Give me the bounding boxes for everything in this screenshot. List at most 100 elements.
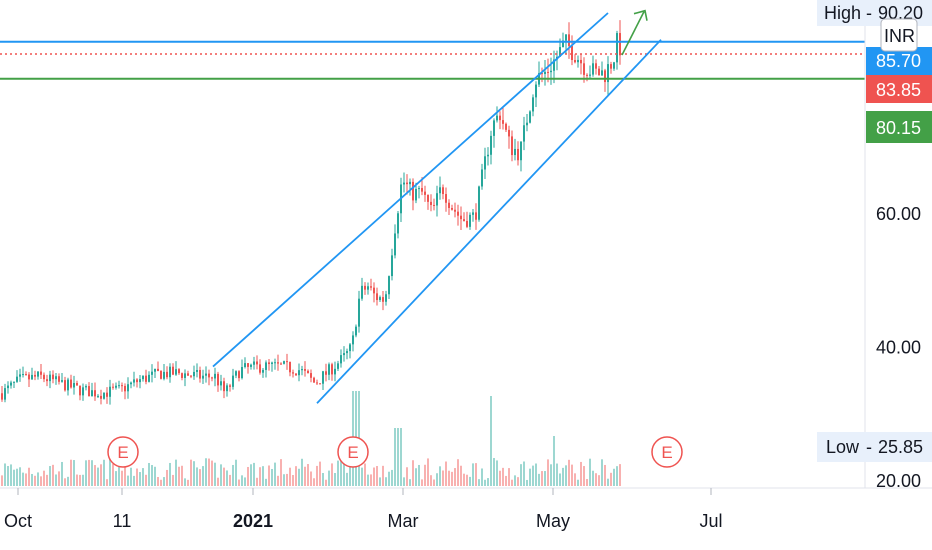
candle-body	[469, 214, 471, 227]
candle-body	[250, 364, 252, 367]
x-tick-label: Jul	[699, 511, 722, 531]
candle-body	[406, 182, 408, 185]
earnings-marker[interactable]	[337, 436, 369, 468]
earnings-marker[interactable]	[107, 436, 139, 468]
volume-bar	[325, 479, 327, 486]
candle-body	[202, 375, 204, 379]
candle-body	[340, 355, 342, 364]
candle-body	[103, 392, 105, 399]
candle-body	[229, 385, 231, 387]
volume-bar	[433, 479, 435, 486]
volume-bar	[79, 474, 81, 486]
candle-body	[259, 364, 261, 373]
volume-bar	[220, 464, 222, 486]
trend-arrow[interactable]	[621, 9, 648, 56]
volume-bar	[547, 459, 549, 486]
volume-bar	[289, 467, 291, 486]
x-tick-label: Oct	[4, 511, 32, 531]
currency-badge[interactable]: INR	[880, 18, 918, 52]
volume-bar	[457, 459, 459, 486]
volume-bar	[310, 471, 312, 486]
candle-body	[25, 374, 27, 376]
volume-bar	[139, 472, 141, 486]
volume-bar	[370, 474, 372, 486]
candle-body	[610, 64, 612, 69]
volume-bar	[181, 465, 183, 486]
candle-body	[433, 204, 435, 206]
volume-bar	[265, 478, 267, 486]
candle-body	[613, 62, 615, 69]
volume-bar	[505, 475, 507, 486]
price-axis[interactable]: 20.00 40.00 60.00	[864, 0, 921, 491]
volume-bar	[4, 463, 6, 486]
time-axis[interactable]: Oct 11 2021 Mar May Jul	[0, 487, 932, 531]
volume-bar	[76, 474, 78, 486]
candle-body	[499, 115, 501, 121]
earnings-marker[interactable]	[651, 436, 683, 468]
volume-bar	[613, 468, 615, 486]
volume-bar	[367, 474, 369, 486]
volume-bar	[466, 474, 468, 486]
candle-body	[43, 374, 45, 380]
volume-bar	[187, 479, 189, 486]
candle-body	[454, 209, 456, 212]
volume-bar	[277, 475, 279, 486]
candle-body	[109, 386, 111, 397]
volume-bar	[295, 466, 297, 486]
volume-bar	[127, 475, 129, 486]
volume-bar	[562, 467, 564, 486]
volume-bar	[475, 463, 477, 486]
candle-body	[574, 60, 576, 63]
candle-body	[262, 369, 264, 373]
candle-body	[1, 393, 3, 400]
candle-body	[307, 370, 309, 374]
volume-bar	[31, 473, 33, 486]
candle-body	[349, 344, 351, 352]
candle-body	[139, 379, 141, 383]
candle-body	[397, 213, 399, 234]
candle-body	[544, 71, 546, 75]
candle-body	[124, 385, 126, 392]
candle-body	[394, 233, 396, 256]
volume-bar	[337, 460, 339, 486]
candle-body	[472, 212, 474, 215]
candle-body	[517, 148, 519, 161]
volume-bar	[409, 479, 411, 486]
candle-body	[529, 111, 531, 123]
volume-bar	[109, 459, 111, 486]
volume-bar	[151, 465, 153, 486]
volume-bar	[487, 478, 489, 486]
candle-body	[97, 395, 99, 397]
channel-lower-line[interactable]	[316, 39, 662, 404]
current-price-badge: 83.85	[866, 75, 932, 103]
candle-body	[580, 59, 582, 64]
volume-bar	[391, 469, 393, 486]
candle-body	[286, 361, 288, 363]
volume-bar	[490, 396, 492, 486]
candle-body	[10, 382, 12, 386]
volume-bar	[250, 464, 252, 486]
candle-body	[322, 371, 324, 384]
candle-body	[133, 379, 135, 383]
candle-body	[175, 369, 177, 375]
volume-bar	[517, 477, 519, 486]
volume-bar	[556, 463, 558, 486]
volume-bar	[235, 459, 237, 486]
candle-body	[79, 385, 81, 396]
volume-bar	[82, 474, 84, 486]
candle-body	[565, 34, 567, 41]
candle-body	[436, 193, 438, 206]
candle-body	[55, 376, 57, 380]
candle-body	[184, 373, 186, 378]
candle-body	[526, 122, 528, 126]
volume-bar	[280, 459, 282, 486]
candle-body	[448, 202, 450, 208]
candle-body	[460, 215, 462, 220]
candle-body	[559, 47, 561, 57]
channel-upper-line[interactable]	[212, 12, 609, 368]
svg-text:-: -	[866, 437, 872, 457]
volume-bar	[589, 458, 591, 486]
volume-bar	[214, 462, 216, 486]
